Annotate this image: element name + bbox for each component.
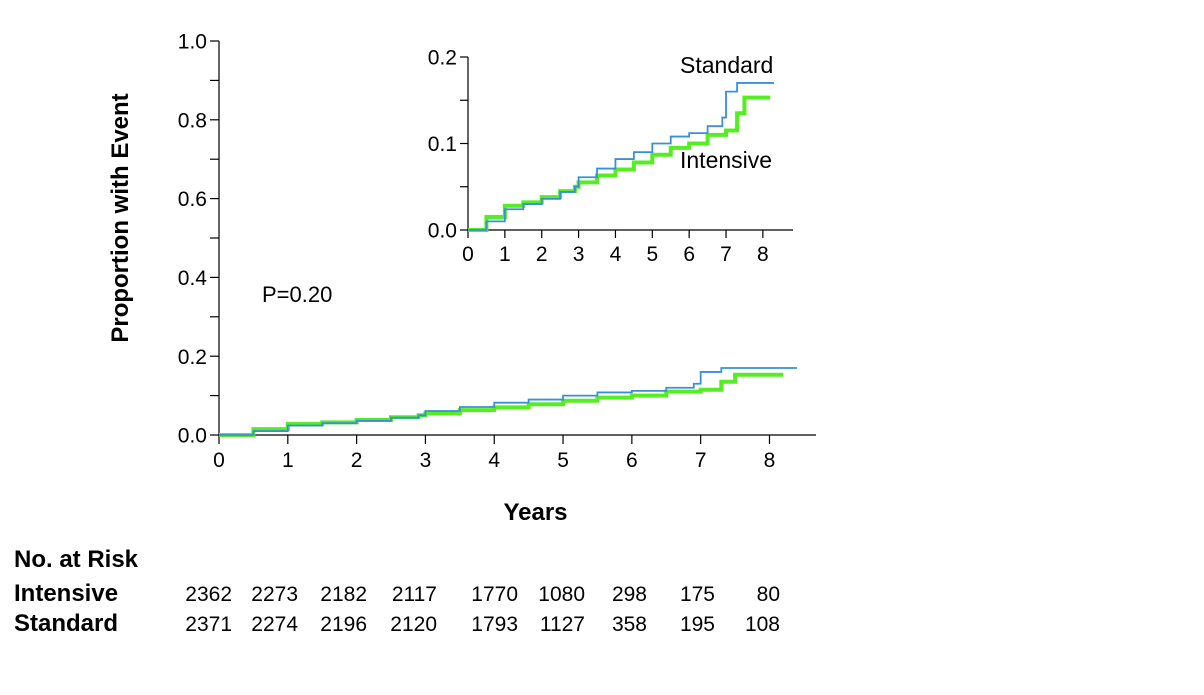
main-x-tick-label: 2 (351, 449, 363, 472)
inset-x-tick-label: 7 (720, 243, 732, 266)
inset-x-tick-label: 6 (683, 243, 695, 266)
inset-x-tick-label: 5 (646, 243, 658, 266)
main-y-tick-label: 0.2 (178, 346, 207, 369)
inset-x-tick-label: 8 (757, 243, 769, 266)
inset-x-tick-label: 4 (610, 243, 622, 266)
main-x-tick-label: 8 (764, 449, 776, 472)
main-y-tick-label: 0.4 (178, 267, 208, 290)
main-x-axis-label: Years (503, 499, 567, 526)
inset-x-tick-label: 1 (499, 243, 511, 266)
inset-series-intensive-line (468, 95, 771, 232)
main-x-tick-label: 6 (626, 449, 638, 472)
main-y-tick-label: 0.6 (178, 188, 207, 211)
main-series-standard-line (219, 367, 797, 436)
inset-y-tick-label: 0.0 (428, 220, 457, 243)
main-y-tick-label: 0.8 (178, 109, 207, 132)
inset-y-tick-label: 0.1 (428, 133, 457, 156)
main-x-tick-label: 4 (488, 449, 500, 472)
inset-series-standard-line (468, 82, 774, 231)
inset-x-tick-label: 2 (536, 243, 548, 266)
main-y-tick-label: 1.0 (178, 31, 207, 54)
main-x-tick-label: 1 (282, 449, 294, 472)
inset-x-tick-label: 0 (462, 243, 474, 266)
main-x-tick-label: 3 (420, 449, 432, 472)
main-x-tick-label: 0 (213, 449, 225, 472)
main-x-tick-label: 5 (557, 449, 569, 472)
main-x-tick-label: 7 (695, 449, 707, 472)
inset-x-tick-label: 3 (573, 243, 585, 266)
main-p-value-annotation: P=0.20 (262, 282, 332, 307)
inset-y-tick-label: 0.2 (428, 47, 457, 70)
inset-label-standard: Standard (680, 52, 773, 78)
main-y-tick-label: 0.0 (178, 425, 207, 448)
inset-label-intensive: Intensive (680, 147, 772, 173)
main-y-axis-label: Proportion with Event (107, 93, 134, 342)
